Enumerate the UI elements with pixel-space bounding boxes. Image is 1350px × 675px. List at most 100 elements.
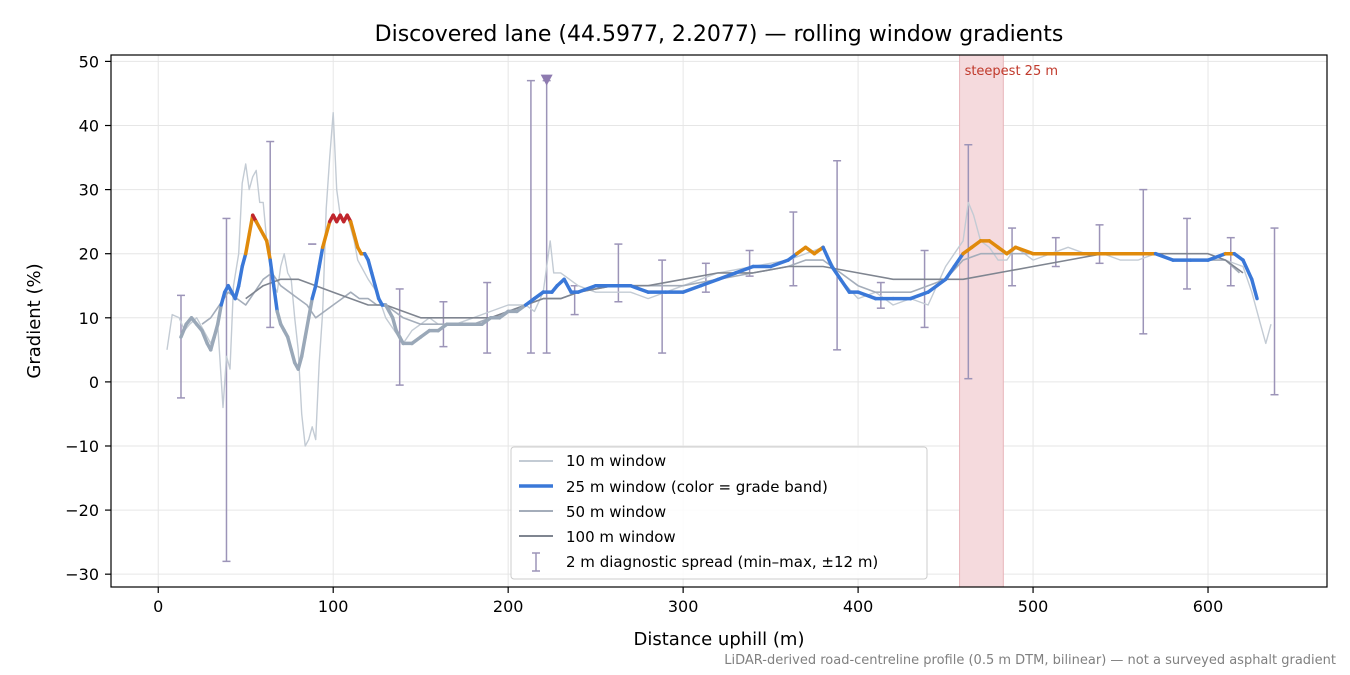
series-25m-segment xyxy=(795,245,808,256)
spread-bar xyxy=(789,211,798,287)
x-tick-label: 300 xyxy=(668,597,699,616)
y-tick-label: 50 xyxy=(79,52,99,71)
series-25m-segment xyxy=(943,264,957,282)
series-lines xyxy=(166,112,1272,447)
series-25m-segment xyxy=(996,245,1009,256)
legend-label-25m: 25 m window (color = grade band) xyxy=(566,478,828,496)
series-25m-segment xyxy=(271,283,279,314)
series-25m-segment xyxy=(410,335,423,346)
spread-bar xyxy=(658,259,667,354)
series-25m-segment xyxy=(768,258,790,269)
y-tick-label: −20 xyxy=(65,501,99,520)
steepest-band-rect xyxy=(959,54,1004,588)
spread-bar xyxy=(526,79,535,354)
series-25m-segment xyxy=(200,328,209,346)
series-25m-segment xyxy=(296,354,304,371)
legend-label-50m: 50 m window xyxy=(566,503,666,521)
series-25m-segment xyxy=(576,283,598,294)
series-25m-segment xyxy=(208,335,216,352)
series-25m-segment xyxy=(1013,245,1035,256)
series-25m-segment xyxy=(240,251,248,269)
series-25m-segment xyxy=(289,348,297,365)
series-25m-segment xyxy=(436,322,449,333)
spread-bar xyxy=(1008,227,1017,287)
series-25m-segment xyxy=(243,232,251,256)
series-25m-segment xyxy=(952,251,965,269)
series-25m-segment xyxy=(310,283,318,301)
series-25m-segment xyxy=(215,303,223,326)
spread-bar xyxy=(542,79,551,354)
plot-frame xyxy=(110,54,1328,588)
series-25m-segment xyxy=(390,316,398,333)
chart-title: Discovered lane (44.5977, 2.2077) — roll… xyxy=(375,22,1064,47)
series-25m-segment xyxy=(698,277,720,288)
y-axis-ticks: −30 −20 −10 0 10 20 30 40 50 xyxy=(65,52,111,584)
x-tick-label: 500 xyxy=(1018,597,1049,616)
x-tick-label: 400 xyxy=(843,597,874,616)
y-tick-label: −10 xyxy=(65,437,99,456)
series-25m-segment xyxy=(1232,251,1245,262)
series-25m-segment xyxy=(935,277,948,288)
series-25m-segment xyxy=(320,232,328,250)
y-tick-label: 30 xyxy=(79,181,99,200)
x-tick-label: 0 xyxy=(153,597,163,616)
legend-swatch-spread xyxy=(532,552,540,572)
series-25m-segment xyxy=(523,296,537,307)
x-tick-label: 200 xyxy=(493,597,524,616)
series-25m-segment xyxy=(299,335,307,359)
series-25m-segment xyxy=(275,309,283,326)
series-25m-segment xyxy=(497,309,510,320)
series-25m-segment xyxy=(212,322,220,339)
series-25m-segment xyxy=(480,316,493,326)
series-25m-segment xyxy=(838,277,852,294)
legend-label-spread: 2 m diagnostic spread (min–max, ±12 m) xyxy=(566,553,878,571)
series-25m-segment xyxy=(285,335,293,352)
y-tick-label: 0 xyxy=(89,373,99,392)
series-25m-segment xyxy=(268,258,276,288)
y-tick-label: 40 xyxy=(79,117,99,136)
series-25m-segment xyxy=(306,296,314,320)
series-25m-segment xyxy=(562,277,573,294)
series-25m-segment xyxy=(352,232,360,250)
series-25m-segment xyxy=(247,213,255,237)
spread-bar xyxy=(745,249,754,277)
series-25m-segment xyxy=(970,239,983,250)
series-25m-segment xyxy=(812,245,825,256)
spread-bar xyxy=(964,143,973,380)
series-line-0 xyxy=(166,112,1272,447)
x-axis-label: Distance uphill (m) xyxy=(634,629,805,650)
steepest-band-label: steepest 25 m xyxy=(965,64,1058,79)
spread-bar xyxy=(266,140,275,329)
series-line-3 xyxy=(245,252,1244,319)
series-25m-segment xyxy=(716,271,738,282)
spread-bar xyxy=(614,243,623,303)
spread-bar xyxy=(222,217,231,563)
series-25m-segment xyxy=(803,245,817,256)
series-25m-segment xyxy=(418,328,432,339)
series-25m-segment xyxy=(373,283,381,301)
series-25m-segment xyxy=(786,251,799,262)
series-25m-segment xyxy=(821,245,834,269)
series-25m-segment xyxy=(303,316,311,339)
spread-bar xyxy=(1270,227,1279,396)
legend: 10 m window 25 m window (color = grade b… xyxy=(510,446,928,580)
series-25m-segment xyxy=(219,290,227,307)
series-25m-segment xyxy=(236,264,244,288)
series-25m-segment xyxy=(179,322,188,339)
steepest-band: steepest 25 m xyxy=(959,54,1058,588)
series-25m-segment xyxy=(961,245,974,256)
spread-bar xyxy=(833,160,842,351)
series-line-2 xyxy=(201,252,1241,325)
series-25m-segment xyxy=(366,258,374,275)
peak-marker xyxy=(540,74,553,86)
series-25m-segment xyxy=(830,264,843,282)
spread-bar xyxy=(1139,188,1148,335)
peak-marker-triangle xyxy=(540,74,553,86)
series-25m-segment xyxy=(681,283,703,294)
series-25m-segment xyxy=(317,245,325,269)
x-axis-ticks: 0 100 200 300 400 500 600 xyxy=(153,587,1223,616)
series-25m-segment xyxy=(908,290,930,301)
series-25m-segment xyxy=(1250,277,1259,301)
series-25m-segment xyxy=(324,219,332,237)
